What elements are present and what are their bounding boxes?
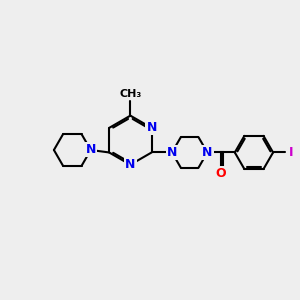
Text: N: N xyxy=(85,143,96,157)
Text: N: N xyxy=(146,122,157,134)
Text: N: N xyxy=(125,158,136,171)
Text: N: N xyxy=(167,146,177,159)
Text: I: I xyxy=(289,146,293,159)
Text: O: O xyxy=(215,167,226,180)
Text: N: N xyxy=(202,146,212,159)
Text: CH₃: CH₃ xyxy=(119,88,142,99)
